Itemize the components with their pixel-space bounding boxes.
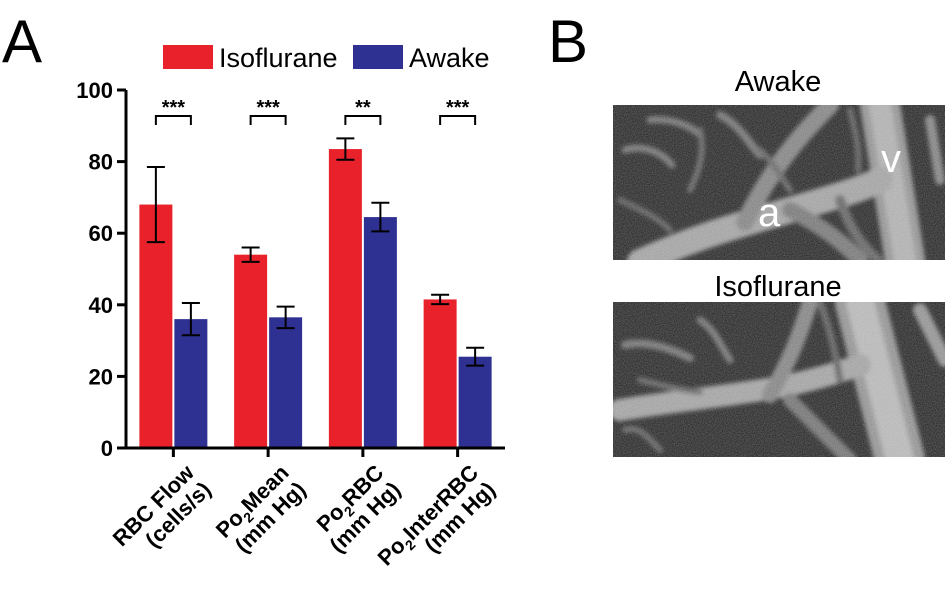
legend-label-isoflurane: Isoflurane [219, 43, 338, 73]
significance-bracket-2 [344, 115, 382, 125]
bar-isoflurane-2 [328, 149, 362, 448]
y-tick-label-20: 20 [89, 364, 113, 389]
significance-label-2: ** [355, 97, 371, 119]
y-tick-label-60: 60 [89, 221, 113, 246]
image-title-isoflurane: Isoflurane [714, 271, 841, 303]
bar-awake-3 [458, 356, 492, 448]
bar-isoflurane-0 [139, 204, 173, 448]
image-title-awake: Awake [735, 66, 822, 98]
y-tick-label-80: 80 [89, 150, 113, 175]
category-label-1: Po2Mean(mm Hg) [211, 460, 311, 558]
significance-label-3: *** [446, 97, 470, 119]
micrograph-isoflurane [613, 302, 945, 457]
bar-awake-1 [269, 317, 303, 448]
panel-letter-b: B [548, 8, 588, 75]
y-tick-label-40: 40 [89, 293, 113, 318]
label-artery: a [758, 191, 781, 235]
legend-label-awake: Awake [409, 43, 490, 73]
bar-awake-2 [363, 217, 397, 448]
significance-bracket-1 [249, 115, 287, 125]
category-label-0: RBC Flow(cells/s) [108, 459, 216, 552]
label-vein: v [881, 137, 901, 181]
legend-swatch-isoflurane [163, 45, 213, 69]
significance-bracket-0 [154, 115, 192, 125]
legend: Isoflurane Awake [163, 43, 490, 73]
panel-letter-a: A [2, 8, 42, 75]
significance-label-0: *** [162, 97, 186, 119]
bar-isoflurane-3 [423, 299, 457, 448]
micrograph-awake [613, 105, 945, 260]
bar-chart: 0 20 40 60 80 100 RBC Flow(cells/s)Po2Mean(mm … [76, 78, 505, 571]
significance-label-1: *** [256, 97, 280, 119]
y-tick-label-100: 100 [76, 78, 113, 103]
bar-awake-0 [174, 319, 208, 448]
bar-isoflurane-1 [234, 254, 268, 448]
legend-swatch-awake [353, 45, 403, 69]
significance-bracket-3 [439, 115, 477, 125]
y-tick-label-0: 0 [101, 436, 113, 461]
category-label-3: Po2InterRBC(mm Hg) [373, 460, 500, 571]
